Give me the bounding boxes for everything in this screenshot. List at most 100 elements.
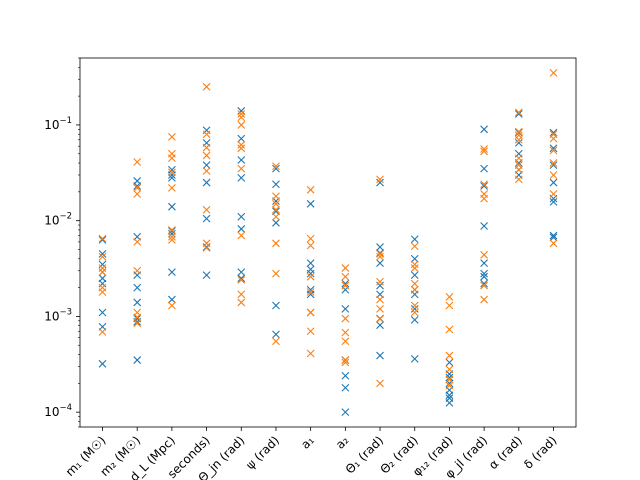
marker-s1-th2-5 xyxy=(410,301,419,310)
marker-s1-dL-8 xyxy=(167,301,176,310)
marker-s0-dL-7 xyxy=(167,295,176,304)
data-marks xyxy=(98,68,558,417)
marker-s0-a1-0 xyxy=(306,199,315,208)
marker-s0-th2-0 xyxy=(410,235,419,244)
y-tick-label: 10−3 xyxy=(44,307,72,323)
marker-s0-th2-2 xyxy=(410,271,419,280)
marker-s1-a1-7 xyxy=(306,349,315,358)
marker-s1-thjn-7 xyxy=(237,276,246,284)
marker-s0-phjl-1 xyxy=(480,164,489,173)
marker-s1-phjl-7 xyxy=(480,295,489,304)
marker-s0-thjn-3 xyxy=(237,173,246,182)
marker-s1-a1-0 xyxy=(306,185,315,194)
marker-s0-phjl-2 xyxy=(480,182,489,190)
marker-s1-alpha-3 xyxy=(514,135,523,144)
marker-s0-th2-5 xyxy=(410,304,419,313)
marker-s0-ph12-5 xyxy=(445,391,454,400)
marker-s0-delta-5 xyxy=(549,198,558,206)
marker-s0-tc-2 xyxy=(202,161,211,170)
marker-s1-psi-2 xyxy=(272,199,280,208)
marker-s1-alpha-1 xyxy=(514,127,523,136)
marker-s0-th2-6 xyxy=(410,315,419,324)
marker-s1-psi-3 xyxy=(272,205,280,214)
marker-s0-dL-1 xyxy=(167,171,176,179)
marker-s1-psi-0 xyxy=(272,162,280,171)
marker-s1-phjl-0 xyxy=(480,145,489,153)
marker-s0-ph12-0 xyxy=(445,358,454,367)
marker-s1-psi-4 xyxy=(272,212,280,221)
marker-s1-th2-3 xyxy=(410,279,419,288)
marker-s1-alpha-7 xyxy=(514,175,523,184)
marker-s1-delta-5 xyxy=(549,171,558,179)
marker-s1-dL-0 xyxy=(167,132,176,141)
marker-s1-a2-2 xyxy=(341,281,350,290)
marker-s1-th2-6 xyxy=(410,308,419,317)
marker-s0-a2-0 xyxy=(341,279,350,288)
marker-s1-tc-2 xyxy=(202,143,211,152)
marker-s1-tc-3 xyxy=(202,151,211,160)
marker-s1-phjl-6 xyxy=(480,281,489,290)
marker-s1-ph12-2 xyxy=(445,325,454,334)
marker-s1-delta-6 xyxy=(549,190,558,198)
marker-s0-a1-3 xyxy=(306,269,315,278)
marker-s1-thjn-2 xyxy=(237,121,246,129)
marker-s0-th2-7 xyxy=(410,355,419,363)
marker-s1-thjn-4 xyxy=(237,144,246,153)
marker-s0-tc-3 xyxy=(202,178,211,187)
marker-s1-th1-5 xyxy=(376,304,384,313)
marker-s1-tc-4 xyxy=(202,167,211,175)
marker-s0-dL-5 xyxy=(167,229,176,238)
marker-s1-th1-7 xyxy=(376,379,384,388)
marker-s0-a2-2 xyxy=(341,304,350,313)
marker-s0-m2-5 xyxy=(133,298,142,307)
marker-s1-delta-4 xyxy=(549,159,558,167)
y-axis: 10−4 10−3 10−2 10−1 xyxy=(44,57,80,428)
marker-s1-m2-7 xyxy=(133,319,142,328)
marker-s1-ph12-5 xyxy=(445,375,454,384)
marker-s1-phjl-2 xyxy=(480,180,489,189)
marker-s1-a2-1 xyxy=(341,272,350,281)
marker-s1-dL-2 xyxy=(167,154,176,163)
marker-s0-psi-1 xyxy=(272,180,280,189)
marker-s1-m1-1 xyxy=(98,252,107,261)
marker-s0-dL-3 xyxy=(167,202,176,211)
marker-s0-m2-8 xyxy=(133,356,142,364)
marker-s1-m2-4 xyxy=(133,266,142,275)
marker-s1-psi-6 xyxy=(272,269,280,278)
marker-s0-tc-4 xyxy=(202,214,211,223)
marker-s1-m1-6 xyxy=(98,327,107,336)
marker-s0-dL-4 xyxy=(167,227,176,235)
marker-s1-a2-4 xyxy=(341,328,350,337)
marker-s1-dL-5 xyxy=(167,226,176,234)
marker-s0-ph12-2 xyxy=(445,373,454,382)
marker-s0-dL-6 xyxy=(167,268,176,277)
marker-s1-th1-1 xyxy=(376,249,384,258)
marker-s1-ph12-4 xyxy=(445,365,454,374)
marker-s1-thjn-9 xyxy=(237,298,246,307)
marker-s1-m2-1 xyxy=(133,183,142,192)
marker-s0-th1-7 xyxy=(376,321,384,330)
marker-s1-tc-7 xyxy=(202,243,211,252)
marker-s1-dL-7 xyxy=(167,235,176,244)
marker-s1-phjl-1 xyxy=(480,147,489,156)
marker-s0-phjl-3 xyxy=(480,222,489,230)
marker-s0-m2-1 xyxy=(133,182,142,190)
marker-s1-a1-3 xyxy=(306,272,315,281)
marker-s0-delta-1 xyxy=(549,144,558,153)
marker-s1-tc-5 xyxy=(202,205,211,214)
marker-s1-th1-0 xyxy=(376,175,384,184)
marker-s1-delta-0 xyxy=(549,68,558,77)
marker-s0-thjn-0 xyxy=(237,107,246,115)
marker-s1-th2-2 xyxy=(410,264,419,272)
marker-s1-ph12-6 xyxy=(445,381,454,390)
marker-s0-psi-4 xyxy=(272,218,280,227)
marker-s0-m1-0 xyxy=(98,235,107,244)
marker-s1-a2-6 xyxy=(341,356,350,364)
marker-s1-thjn-1 xyxy=(237,113,246,122)
marker-s1-ph12-1 xyxy=(445,301,454,310)
marker-s1-thjn-5 xyxy=(237,164,246,173)
marker-s1-a1-6 xyxy=(306,327,315,336)
marker-s0-thjn-4 xyxy=(237,212,246,221)
marker-s1-alpha-6 xyxy=(514,165,523,174)
marker-s1-dL-6 xyxy=(167,232,176,241)
